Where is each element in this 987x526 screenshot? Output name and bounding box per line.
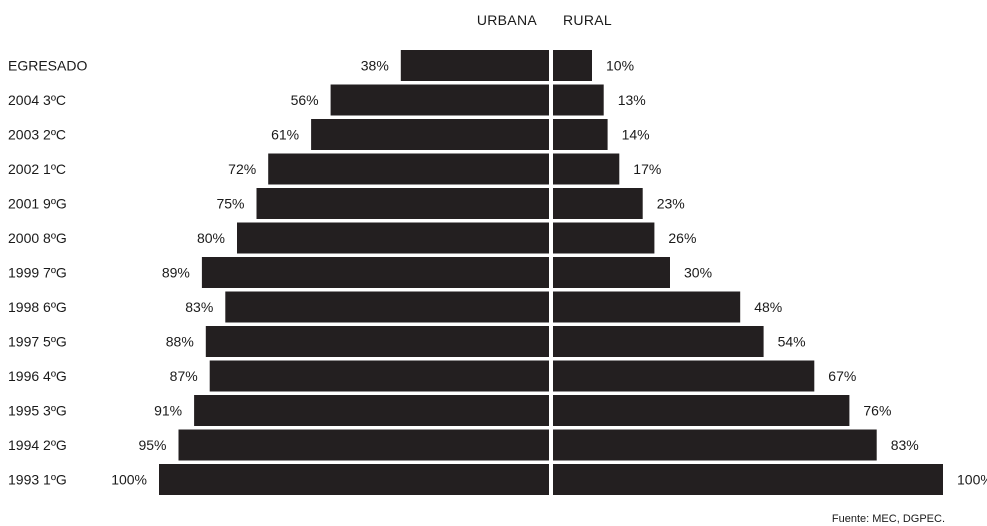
bar-rural: [553, 222, 655, 254]
series-header-urbana: URBANA: [477, 12, 538, 28]
value-label-urbana: 80%: [197, 230, 225, 246]
bar-urbana: [205, 326, 550, 357]
bar-rural: [553, 84, 604, 116]
value-label-urbana: 91%: [154, 403, 182, 419]
value-label-rural: 14%: [622, 127, 650, 143]
value-label-urbana: 61%: [271, 127, 299, 143]
value-label-rural: 10%: [606, 58, 634, 74]
bar-rural: [553, 153, 620, 185]
chart-row: 1996 4ºG 87% 67%: [8, 360, 856, 392]
category-label: 1997 5ºG: [8, 334, 67, 350]
bar-urbana: [256, 188, 549, 219]
value-label-rural: 13%: [618, 92, 646, 108]
category-label: 2003 2ºC: [8, 127, 66, 143]
bar-rural: [553, 429, 877, 461]
category-label: 2002 1ºC: [8, 161, 66, 177]
value-label-rural: 17%: [633, 161, 661, 177]
bar-urbana: [400, 50, 549, 81]
bar-urbana: [311, 119, 549, 150]
chart-row: 2002 1ºC 72% 17%: [8, 153, 661, 185]
chart-row: 2000 8ºG 80% 26%: [8, 222, 696, 254]
bar-rural: [553, 360, 815, 392]
category-label: 1996 4ºG: [8, 368, 67, 384]
chart-row: 2003 2ºC 61% 14%: [8, 119, 650, 150]
category-label: 2004 3ºC: [8, 92, 66, 108]
value-label-urbana: 56%: [291, 92, 319, 108]
chart-row: 1999 7ºG 89% 30%: [8, 257, 712, 288]
chart-row: 1997 5ºG 88% 54%: [8, 326, 806, 357]
bar-urbana: [330, 84, 549, 116]
bar-urbana: [159, 464, 549, 495]
category-label: 1993 1ºG: [8, 472, 67, 488]
value-label-rural: 67%: [828, 368, 856, 384]
chart-row: 2001 9ºG 75% 23%: [8, 188, 685, 219]
bar-rural: [553, 50, 592, 81]
bar-urbana: [225, 291, 550, 323]
bar-rural: [553, 291, 741, 323]
chart-row: 2004 3ºC 56% 13%: [8, 84, 646, 116]
value-label-rural: 54%: [778, 334, 806, 350]
category-label: 1995 3ºG: [8, 403, 67, 419]
category-label: EGRESADO: [8, 58, 87, 74]
series-headers: URBANA RURAL: [477, 12, 612, 28]
category-label: 2000 8ºG: [8, 230, 67, 246]
value-label-rural: 23%: [657, 196, 685, 212]
value-label-rural: 83%: [891, 437, 919, 453]
bar-rural: [553, 119, 608, 150]
value-label-urbana: 75%: [216, 196, 244, 212]
category-label: 2001 9ºG: [8, 196, 67, 212]
value-label-urbana: 89%: [162, 265, 190, 281]
bar-urbana: [194, 395, 549, 426]
chart-rows: EGRESADO 38% 10% 2004 3ºC 56% 13% 2003 2ºC 61% 1…: [8, 50, 987, 495]
bar-rural: [553, 326, 764, 357]
series-header-rural: RURAL: [563, 12, 612, 28]
value-label-rural: 26%: [668, 230, 696, 246]
value-label-urbana: 95%: [138, 437, 166, 453]
category-label: 1999 7ºG: [8, 265, 67, 281]
source-note: Fuente: MEC, DGPEC.: [832, 513, 945, 525]
value-label-rural: 76%: [863, 403, 891, 419]
bar-rural: [553, 188, 643, 219]
category-label: 1994 2ºG: [8, 437, 67, 453]
bar-urbana: [201, 257, 549, 288]
chart-row: EGRESADO 38% 10%: [8, 50, 634, 81]
value-label-urbana: 88%: [166, 334, 194, 350]
chart-row: 1998 6ºG 83% 48%: [8, 291, 782, 323]
value-label-urbana: 83%: [185, 299, 213, 315]
bar-rural: [553, 257, 670, 288]
value-label-rural: 30%: [684, 265, 712, 281]
chart-row: 1995 3ºG 91% 76%: [8, 395, 891, 426]
bar-urbana: [268, 153, 549, 185]
value-label-urbana: 87%: [170, 368, 198, 384]
bar-urbana: [178, 429, 549, 461]
bar-rural: [553, 395, 850, 426]
category-label: 1998 6ºG: [8, 299, 67, 315]
value-label-rural: 100%: [957, 472, 987, 488]
value-label-urbana: 72%: [228, 161, 256, 177]
chart-row: 1994 2ºG 95% 83%: [8, 429, 919, 461]
bar-urbana: [209, 360, 549, 392]
bar-rural: [553, 464, 943, 495]
value-label-urbana: 100%: [111, 472, 147, 488]
value-label-rural: 48%: [754, 299, 782, 315]
bar-urbana: [237, 222, 549, 254]
chart-row: 1993 1ºG 100% 100%: [8, 464, 987, 495]
value-label-urbana: 38%: [361, 58, 389, 74]
